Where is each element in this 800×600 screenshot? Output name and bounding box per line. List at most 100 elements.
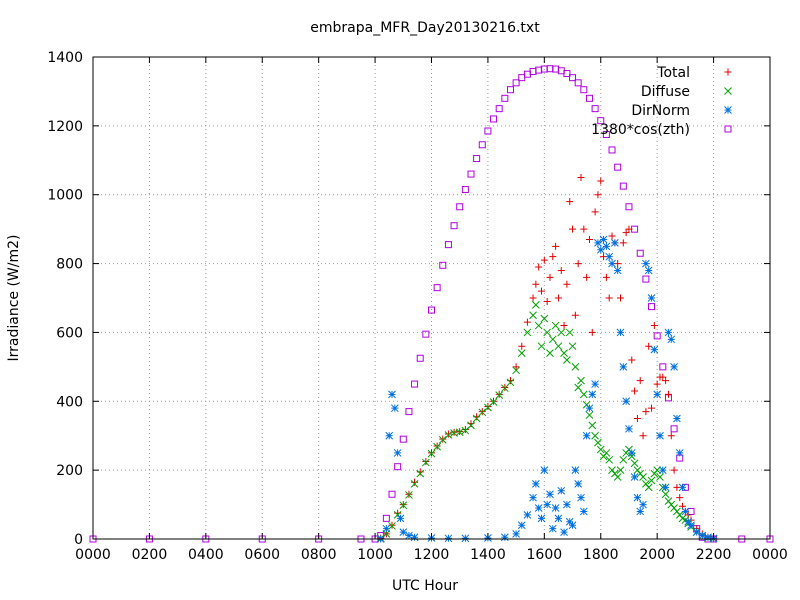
data-point — [662, 377, 670, 385]
data-point — [636, 249, 644, 257]
data-point — [501, 94, 509, 102]
data-point — [574, 79, 582, 87]
data-point — [597, 177, 605, 185]
data-point — [484, 127, 492, 135]
data-point — [687, 521, 695, 530]
data-point — [613, 473, 622, 481]
data-point — [532, 301, 540, 309]
data-point — [489, 398, 498, 406]
data-point — [628, 356, 636, 364]
legend-label: DirNorm — [631, 103, 690, 119]
data-point — [568, 342, 577, 351]
legend-marker — [724, 106, 732, 114]
data-point — [579, 507, 588, 516]
data-point — [568, 521, 577, 530]
data-point — [661, 490, 670, 499]
data-point — [670, 425, 678, 433]
data-point — [557, 486, 566, 495]
x-tick-label: 2200 — [696, 547, 732, 563]
data-point — [548, 335, 557, 344]
data-point — [390, 404, 399, 413]
data-point — [577, 493, 585, 502]
data-point — [633, 493, 642, 502]
data-point — [648, 404, 656, 412]
data-point — [627, 449, 636, 457]
data-point — [681, 507, 690, 516]
data-point — [675, 449, 684, 457]
data-point — [698, 531, 707, 540]
data-point — [444, 534, 453, 543]
x-tick-label: 1400 — [470, 547, 506, 563]
data-point — [554, 514, 563, 523]
data-point — [495, 105, 503, 113]
data-point — [543, 297, 551, 305]
data-point — [648, 303, 656, 311]
x-tick-label: 0800 — [301, 547, 337, 563]
data-point — [551, 504, 560, 512]
data-point — [605, 252, 614, 261]
data-point — [512, 366, 520, 375]
data-point — [444, 430, 452, 438]
data-point — [557, 67, 565, 75]
data-point — [410, 533, 419, 542]
data-point — [594, 191, 602, 199]
data-point — [540, 314, 549, 323]
data-point — [673, 414, 681, 423]
series-dirnorm — [376, 235, 718, 543]
data-point — [633, 415, 641, 422]
data-point — [647, 294, 656, 302]
data-point — [639, 432, 647, 440]
data-point — [467, 170, 475, 178]
data-point — [692, 528, 701, 536]
data-point — [602, 273, 610, 281]
data-point — [455, 428, 464, 437]
data-point — [540, 256, 548, 264]
data-point — [478, 408, 487, 417]
data-point — [569, 225, 577, 233]
data-point — [538, 287, 546, 295]
data-point — [659, 363, 667, 371]
data-point — [563, 356, 571, 364]
data-point — [571, 311, 579, 319]
data-point — [399, 435, 407, 443]
data-point — [428, 306, 435, 314]
data-point — [588, 390, 597, 399]
data-point — [551, 321, 560, 330]
data-point — [517, 349, 526, 357]
data-point — [411, 380, 419, 388]
data-point — [439, 261, 447, 269]
data-point — [523, 70, 531, 78]
data-point — [560, 349, 568, 357]
x-tick-label: 2000 — [639, 547, 675, 563]
y-tick-label: 1200 — [47, 119, 83, 135]
data-point — [557, 266, 565, 274]
data-point — [642, 408, 650, 416]
data-point — [616, 328, 625, 337]
data-point — [653, 332, 661, 340]
data-point — [523, 328, 532, 337]
x-tick-label: 1000 — [357, 547, 393, 563]
data-point — [438, 435, 447, 444]
data-point — [546, 65, 554, 73]
x-tick-label: 0600 — [244, 547, 280, 563]
data-point — [658, 466, 667, 474]
data-point — [529, 67, 537, 75]
data-point — [591, 208, 599, 216]
data-point — [399, 528, 408, 536]
data-point — [594, 239, 602, 247]
data-point — [523, 511, 532, 519]
data-point — [467, 421, 475, 430]
data-point — [664, 390, 672, 398]
series-1380-cos-zth- — [89, 65, 774, 543]
data-point — [687, 507, 695, 515]
data-point — [642, 259, 650, 268]
data-point — [667, 432, 675, 440]
data-point — [444, 431, 453, 439]
data-point — [557, 328, 566, 337]
data-point — [473, 413, 481, 421]
data-point — [591, 431, 599, 440]
data-point — [653, 390, 662, 399]
legend-label: Diffuse — [641, 84, 690, 100]
data-point — [388, 490, 396, 498]
data-point — [546, 273, 554, 281]
